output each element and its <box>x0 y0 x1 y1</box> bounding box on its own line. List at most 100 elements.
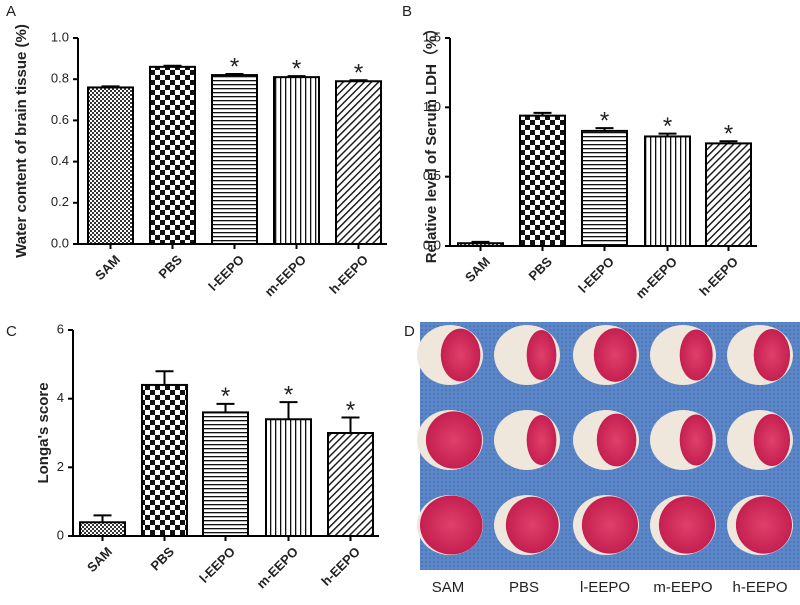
bar <box>581 129 628 247</box>
y-tick-label: 0.0 <box>423 237 441 252</box>
y-tick-label: 0.8 <box>51 71 69 86</box>
slice-infarct-free <box>526 414 557 466</box>
y-tick-label: 1.5 <box>423 29 441 44</box>
error-bar <box>349 79 368 82</box>
y-axis-label: Relative level of Serum LDH（%） <box>422 21 440 264</box>
error-bar <box>279 401 298 420</box>
photo-column-label: SAM <box>432 579 465 596</box>
x-tick-label: SAM <box>462 254 493 285</box>
bar <box>327 432 374 537</box>
panel-label: B <box>402 3 412 20</box>
x-tick-label: PBS <box>148 544 178 574</box>
panel-label: D <box>404 323 415 340</box>
panel-label: C <box>6 323 17 340</box>
x-tick-label: SAM <box>92 252 123 283</box>
bar <box>149 65 196 245</box>
significance-marker: * <box>221 383 230 410</box>
bar <box>202 411 249 537</box>
slice-infarct-free <box>753 414 791 466</box>
error-bar <box>719 140 738 144</box>
error-bar <box>658 132 677 137</box>
significance-marker: * <box>292 55 301 82</box>
slice-infarct-free <box>526 329 557 381</box>
y-tick-label: 6 <box>57 321 64 336</box>
error-bar <box>101 85 120 88</box>
error-bar <box>595 127 614 131</box>
panel-label: A <box>6 3 16 20</box>
significance-marker: * <box>663 113 672 140</box>
significance-marker: * <box>284 381 293 408</box>
error-bar <box>341 416 360 433</box>
bar <box>87 86 134 245</box>
chart-panel: C Longa's score 0 2 4 6 SAM PBS l-EEPO m-EEPO h-EE… <box>6 321 379 591</box>
slice-infarct-free <box>581 496 639 554</box>
photo-column-label: h-EEPO <box>732 579 787 596</box>
y-tick-label: 0.4 <box>51 153 69 168</box>
slice-infarct-free <box>735 496 793 554</box>
brain-slices <box>417 325 793 555</box>
photo-panel: D <box>404 322 800 570</box>
x-tick-label: PBS <box>526 254 556 284</box>
y-axis-label: Water content of brain tissue (%) <box>13 24 30 258</box>
error-bar <box>225 73 244 76</box>
photo-column-label: m-EEPO <box>653 579 712 596</box>
slice-infarct-free <box>425 411 483 469</box>
significance-marker: * <box>354 60 363 87</box>
error-bar <box>93 514 112 523</box>
x-tick-label: m-EEPO <box>254 544 301 591</box>
y-tick-label: 0.5 <box>423 168 441 183</box>
x-tick-label: h-EEPO <box>318 544 363 589</box>
slice-infarct-free <box>679 329 713 381</box>
photo-column-label: l-EEPO <box>580 579 630 596</box>
y-tick-label: 0 <box>57 527 64 542</box>
x-tick-label: SAM <box>84 544 115 575</box>
significance-marker: * <box>230 53 239 80</box>
bar <box>79 521 126 537</box>
error-bar <box>533 111 552 116</box>
error-bar <box>216 402 235 413</box>
slice-infarct-free <box>596 413 637 467</box>
significance-marker: * <box>600 107 609 134</box>
error-bar <box>287 75 306 78</box>
x-tick-label: h-EEPO <box>326 252 371 297</box>
slice-infarct-free <box>440 328 481 382</box>
x-tick-label: h-EEPO <box>696 254 741 299</box>
chart-panel: B Relative level of Serum LDH（%）0.0 0.5 1.0… <box>402 3 757 301</box>
bar <box>335 80 382 246</box>
error-bar <box>163 64 182 67</box>
y-tick-label: 1.0 <box>51 29 69 44</box>
y-tick-label: 2 <box>57 459 64 474</box>
bar <box>141 383 188 537</box>
bar <box>519 114 566 247</box>
y-tick-label: 0.0 <box>51 235 69 250</box>
chart-panel: A Water content of brain tissue (%) 0.0 0.2… <box>6 3 387 299</box>
x-tick-label: m-EEPO <box>633 254 680 301</box>
x-tick-label: l-EEPO <box>575 254 617 296</box>
y-tick-label: 0.2 <box>51 194 69 209</box>
significance-marker: * <box>346 397 355 424</box>
bar <box>265 418 312 537</box>
slice-infarct-free <box>593 328 637 382</box>
significance-marker: * <box>724 121 733 148</box>
slice-infarct-free <box>658 496 716 554</box>
slice-infarct-free <box>505 496 559 554</box>
y-tick-label: 1.0 <box>423 99 441 114</box>
bar <box>273 76 320 245</box>
slice-infarct-free <box>753 329 791 381</box>
error-bar <box>471 240 490 244</box>
x-tick-label: l-EEPO <box>196 544 238 586</box>
y-axis-label: Longa's score <box>35 382 52 483</box>
bar <box>705 142 752 248</box>
x-tick-label: l-EEPO <box>205 252 247 294</box>
y-tick-label: 4 <box>57 390 64 405</box>
bar <box>211 74 258 245</box>
bar <box>644 135 691 248</box>
error-bar <box>155 370 174 385</box>
x-tick-label: m-EEPO <box>262 252 309 299</box>
slice-infarct-free <box>419 495 483 555</box>
slice-infarct-free <box>679 414 713 466</box>
x-tick-label: PBS <box>156 252 186 282</box>
bar <box>457 242 504 248</box>
y-tick-label: 0.6 <box>51 112 69 127</box>
